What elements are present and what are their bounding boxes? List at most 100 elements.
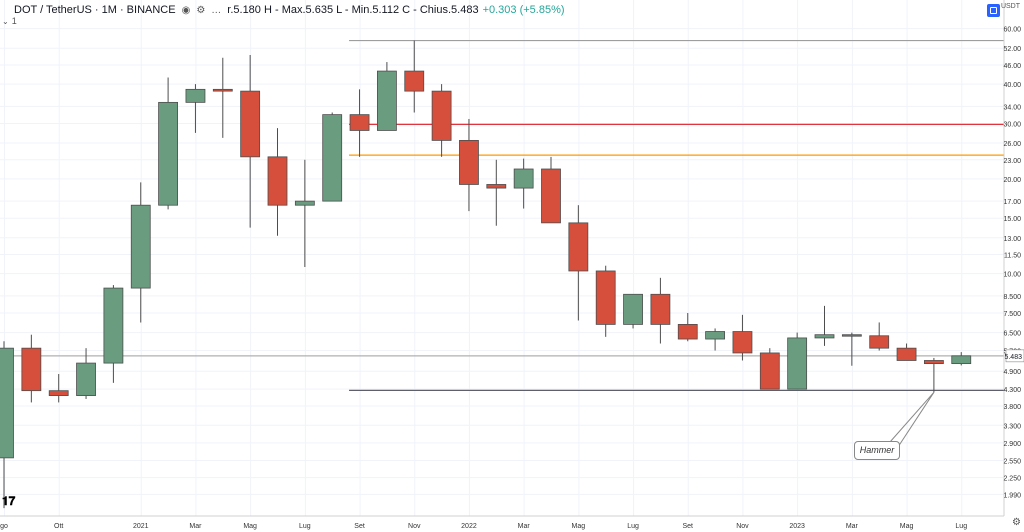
x-tick-label: Nov (408, 523, 421, 530)
candle-body (486, 184, 507, 189)
x-tick-label: 2023 (789, 523, 805, 530)
candle-down (212, 57, 233, 138)
last-price-label: 5.483 (1004, 349, 1024, 363)
candle-body (431, 90, 452, 141)
x-tick-label: Ott (54, 523, 63, 530)
x-tick-label: Nov (736, 523, 749, 530)
candle-body (759, 352, 780, 390)
auto-scale-button[interactable] (987, 4, 1000, 17)
candle-body (869, 335, 890, 349)
y-tick-label: 46.00 (1003, 63, 1021, 70)
y-tick-label: 2.550 (1003, 459, 1021, 466)
settings-icon[interactable]: ⚙ (196, 4, 206, 16)
x-tick-label: 2021 (133, 523, 149, 530)
candle-body (376, 70, 397, 131)
candle-down (677, 313, 698, 342)
candle-down (924, 357, 944, 393)
x-tick-label: go (0, 523, 8, 530)
y-tick-label: 23.00 (1003, 158, 1021, 165)
candle-up (951, 352, 972, 366)
x-tick-label: Set (682, 523, 693, 530)
annotation-pointer-right (897, 392, 935, 448)
ohlc-values: r.5.180 H - Max.5.635 L - Min.5.112 C - … (227, 4, 479, 16)
y-tick-label: 3.800 (1003, 404, 1021, 411)
currency-label: USDT (1000, 3, 1020, 10)
candle-body (595, 270, 616, 325)
candle-body (322, 114, 343, 202)
eye-icon[interactable]: ◉ (181, 4, 191, 16)
candle-body (568, 222, 589, 272)
y-tick-label: 2.250 (1003, 476, 1021, 483)
x-tick-label: Mag (900, 523, 914, 530)
x-tick-label: Lug (627, 523, 639, 530)
annotation-hammer[interactable]: Hammer (854, 441, 900, 460)
x-tick-label: Lug (955, 523, 967, 530)
symbol-label[interactable]: DOT / TetherUS · 1M · BINANCE (14, 4, 176, 16)
annotation-pointer (889, 391, 935, 448)
candle-body (677, 324, 698, 340)
x-tick-label: Mag (572, 523, 586, 530)
candle-body (513, 168, 534, 189)
y-tick-label: 3.300 (1003, 423, 1021, 430)
y-tick-label: 13.00 (1003, 236, 1021, 243)
x-tick-label: Mag (243, 523, 257, 530)
candle-body (240, 90, 261, 158)
x-tick-label: Set (354, 523, 365, 530)
y-tick-label: 17.00 (1003, 199, 1021, 206)
candle-down (896, 343, 917, 361)
candles (0, 40, 972, 509)
candle-up (0, 341, 14, 509)
indicator-count: 1 (11, 16, 17, 26)
x-tick-label: Mar (189, 523, 202, 530)
y-tick-label: 6.500 (1003, 331, 1021, 338)
chart-header: DOT / TetherUS · 1M · BINANCE ◉ ⚙ … r.5.… (0, 2, 565, 18)
more-icon[interactable]: … (211, 4, 222, 16)
x-tick-label: Lug (299, 523, 311, 530)
annotation-pointer-left (889, 391, 935, 443)
candle-up (185, 84, 206, 133)
candle-body (294, 200, 315, 206)
candle-up (294, 159, 315, 267)
candle-up (814, 305, 835, 346)
y-tick-label: 15.00 (1003, 216, 1021, 223)
last-price-box (1005, 349, 1024, 363)
candle-down (349, 89, 370, 157)
candle-body (841, 334, 862, 337)
settings-icon-bottom[interactable]: ⚙ (1012, 517, 1021, 528)
indicators-toggle[interactable]: ⌄ 1 (2, 16, 17, 26)
time-axis: go Ott 2021 Mar Mag Lug Set Nov 2022 Mar Mag Lug Set… (0, 523, 967, 530)
x-tick-label: 2022 (461, 523, 477, 530)
change-value: +0.303 (+5.85%) (482, 4, 565, 16)
tradingview-logo: 𝟏𝟕 (2, 494, 16, 508)
candle-up (322, 112, 343, 202)
candle-body (924, 360, 944, 365)
candle-down (541, 156, 561, 224)
y-tick-label: 8.500 (1003, 294, 1021, 301)
candle-body (212, 88, 233, 92)
candle-down (841, 332, 862, 366)
candle-body (650, 293, 671, 325)
candle-body (732, 331, 753, 354)
y-tick-label: 11.50 (1004, 253, 1021, 260)
y-tick-label: 4.300 (1003, 387, 1021, 394)
candle-down (650, 277, 671, 344)
candle-up (623, 293, 643, 329)
candle-down (267, 128, 288, 236)
candle-down (404, 40, 425, 113)
y-tick-label: 4.900 (1003, 369, 1021, 376)
y-tick-label: 40.00 (1003, 82, 1021, 89)
candle-body (896, 347, 917, 361)
candle-down (48, 374, 69, 403)
y-tick-label: 7.500 (1003, 311, 1021, 318)
candle-body (349, 114, 370, 131)
candle-body (130, 204, 151, 289)
candle-down (459, 118, 479, 212)
candle-body (814, 334, 835, 339)
candle-down (568, 205, 589, 321)
y-tick-label: 2.900 (1003, 441, 1021, 448)
candle-body (787, 337, 808, 390)
candle-up (705, 328, 725, 351)
x-tick-label: Mar (846, 523, 859, 530)
candle-down (869, 322, 890, 351)
